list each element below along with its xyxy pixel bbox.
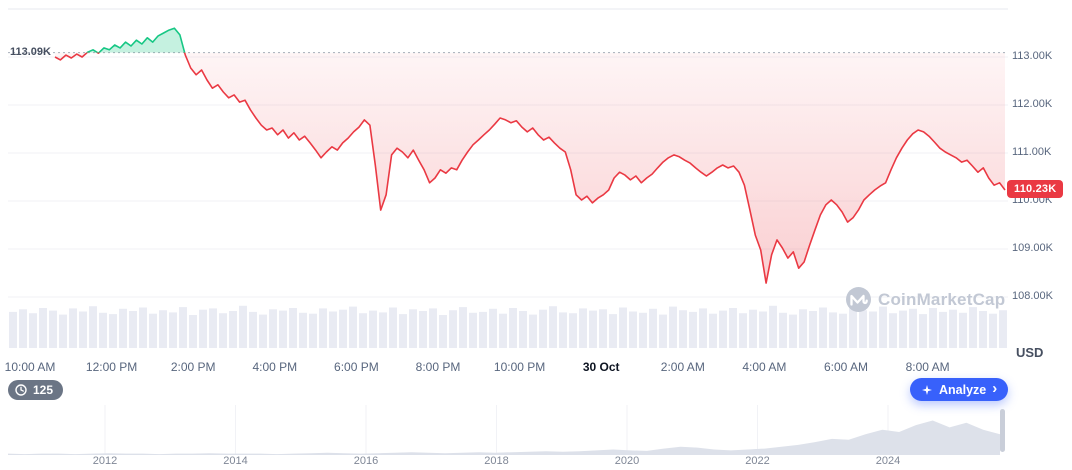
y-axis-label: 111.00K [1012, 146, 1052, 158]
sparkle-icon [922, 384, 932, 395]
y-axis-label: 113.00K [1012, 50, 1053, 62]
y-axis-label: 112.00K [1012, 98, 1053, 110]
price-area-up [87, 28, 185, 53]
year-label: 2018 [484, 455, 509, 467]
date-range-navigator[interactable] [0, 405, 1072, 455]
year-label: 2020 [614, 455, 640, 467]
year-label: 2024 [875, 455, 901, 467]
price-line-down [54, 52, 1006, 284]
year-label: 2014 [223, 455, 248, 467]
x-axis-label: 10:00 AM [4, 360, 56, 374]
volume-bars [9, 305, 1007, 348]
x-axis-label: 4:00 AM [742, 360, 787, 374]
x-axis-label: 10:00 PM [493, 360, 546, 374]
baseline-price-label: 113.09K [10, 46, 51, 58]
x-axis-label: 2:00 AM [660, 360, 705, 374]
current-price-badge: 110.23K [1007, 180, 1064, 198]
chevron-right-icon: › [992, 380, 998, 397]
x-axis-label: 12:00 PM [85, 360, 138, 374]
x-axis-label: 30 Oct [582, 360, 620, 374]
year-label: 2012 [92, 455, 118, 467]
price-area-down [55, 52, 1005, 284]
analyze-label: Analyze [939, 382, 987, 397]
navigator-area [8, 420, 1000, 455]
year-label: 2022 [745, 455, 770, 467]
x-axis-label: 8:00 PM [415, 360, 461, 374]
history-count: 125 [33, 383, 54, 397]
watermark: CoinMarketCap [845, 286, 1005, 313]
price-chart[interactable] [0, 0, 1072, 356]
year-label: 2016 [353, 455, 379, 467]
coinmarketcap-logo-icon [846, 287, 871, 312]
history-clock-icon [15, 384, 27, 396]
y-axis: 113.00K 112.00K 111.00K 110.00K 109.00K 108.0… [1012, 50, 1053, 302]
y-axis-label: 108.00K [1012, 290, 1053, 302]
x-axis-label: 8:00 AM [905, 360, 950, 374]
x-axis-label: 6:00 AM [823, 360, 869, 374]
year-axis: 2012 2014 2016 2018 2020 2022 2024 [0, 455, 1072, 469]
x-axis-label: 4:00 PM [252, 360, 298, 374]
currency-label[interactable]: USD [1016, 345, 1044, 360]
watermark-text: CoinMarketCap [878, 289, 1006, 309]
y-axis-label: 109.00K [1012, 242, 1053, 254]
x-axis-label: 2:00 PM [170, 360, 216, 374]
analyze-button[interactable]: Analyze › [910, 378, 1009, 401]
x-axis-label: 6:00 PM [334, 360, 379, 374]
vertical-scrollbar-thumb[interactable] [1000, 409, 1005, 452]
history-button[interactable]: 125 [8, 380, 64, 400]
x-axis: 10:00 AM 12:00 PM 2:00 PM 4:00 PM 6:00 PM 8:0… [0, 360, 1072, 376]
